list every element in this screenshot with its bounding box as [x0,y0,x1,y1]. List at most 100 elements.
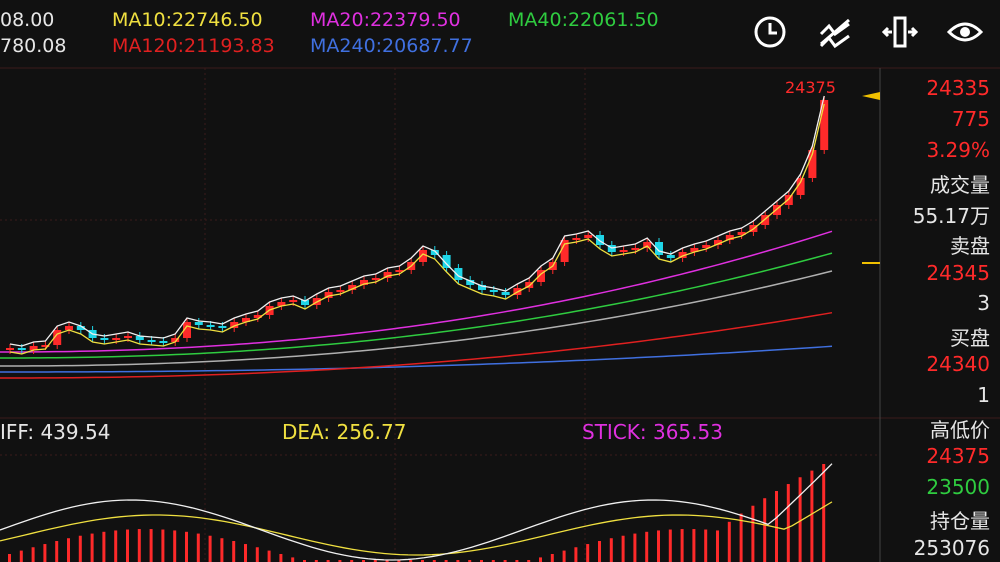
candle-body [666,255,675,258]
macd-bar [267,550,271,562]
candle-body [336,290,345,292]
macd-bar [727,521,731,562]
macd-bar [657,530,660,562]
candle-body [725,235,734,240]
candle-body [183,322,191,338]
candle-body [525,282,534,288]
ma10-line [9,103,825,355]
candle-body [289,300,298,302]
candle-body [572,238,581,240]
macd-bar [232,541,236,562]
trend-line-icon[interactable] [815,12,855,52]
volume-value: 55.17万 [912,204,990,228]
macd-bar [668,529,672,562]
macd-bar [173,530,177,562]
candle-body [796,178,805,195]
candle-body [371,278,380,280]
macd-bar [373,560,377,562]
ma20-line [0,230,833,353]
candle-body [17,348,26,350]
macd-bar [279,554,283,562]
macd-bar [43,544,47,562]
macd-bar [67,538,70,562]
price-change: 775 [951,107,990,131]
macd-bar [196,533,200,562]
open-interest-label: 持仓量 [930,509,990,533]
candle-body [100,338,109,340]
macd-bar [716,530,719,562]
price-bottom-label: 780.08 [0,35,67,57]
eye-icon[interactable] [945,12,985,52]
candle-body [678,252,687,258]
peak-price-label: 24375 [785,78,836,97]
macd-bar [456,560,460,562]
candle-body [230,322,239,328]
candle-body [489,290,498,292]
macd-bar [751,505,755,562]
candle-body [147,340,156,342]
crosshair-axis-icon[interactable] [880,12,920,52]
candle-body [761,215,770,225]
candle-body [218,326,227,328]
macd-bar [786,484,790,562]
candle-body [773,205,781,215]
price-change-pct: 3.29% [926,138,990,162]
candle-body [253,315,262,318]
ma10-label: MA10:22746.50 [112,9,263,31]
candle-body [301,300,309,305]
volume-label: 成交量 [930,173,990,197]
clock-icon[interactable] [750,12,790,52]
candle-body [6,348,14,350]
macd-bar [503,560,507,562]
macd-bar [385,560,389,562]
ma60-line [0,270,833,367]
candle-body [478,285,486,290]
macd-bar [692,529,696,562]
candle-body [29,346,38,350]
candle-body [430,250,439,255]
macd-bar [763,498,767,562]
high-low-label: 高低价 [930,418,990,442]
candle-body [383,272,392,278]
candle-body [135,336,144,340]
candle-body [643,242,652,248]
macd-bar [362,560,365,562]
candle-body [65,326,73,330]
macd-bar [810,470,814,562]
candle-body [442,255,451,268]
macd-bar [409,560,413,562]
candle-body [784,195,793,205]
ma40-line [0,252,833,359]
candle-body [820,100,829,150]
low-price: 23500 [926,475,990,499]
macd-bar [822,464,826,562]
macd-diff-label: IFF: 439.54 [0,420,111,444]
macd-bar [775,491,778,562]
candle-body [242,318,250,322]
macd-bar [645,531,649,562]
candle-body [277,302,286,306]
ask-quantity: 3 [977,291,990,315]
ma120-label: MA120:21193.83 [112,35,275,57]
macd-bar [468,560,472,562]
candle-body [808,150,817,178]
candle-body [206,325,215,327]
candle-body [419,250,427,262]
macd-bar [574,547,578,562]
candle-body [76,326,85,330]
macd-bar [421,560,424,562]
macd-bar [397,560,401,562]
macd-bar [491,560,495,562]
macd-bar [185,531,188,562]
ask-label: 卖盘 [950,234,990,258]
ma240-label: MA240:20687.77 [310,35,473,57]
macd-diff-line [0,463,833,561]
candle-body [348,285,357,290]
macd-bar [432,560,436,562]
candle-body [584,235,593,238]
macd-bar [244,544,247,562]
candle-body [631,248,640,250]
macd-bar [633,533,637,562]
macd-bar [220,538,224,562]
